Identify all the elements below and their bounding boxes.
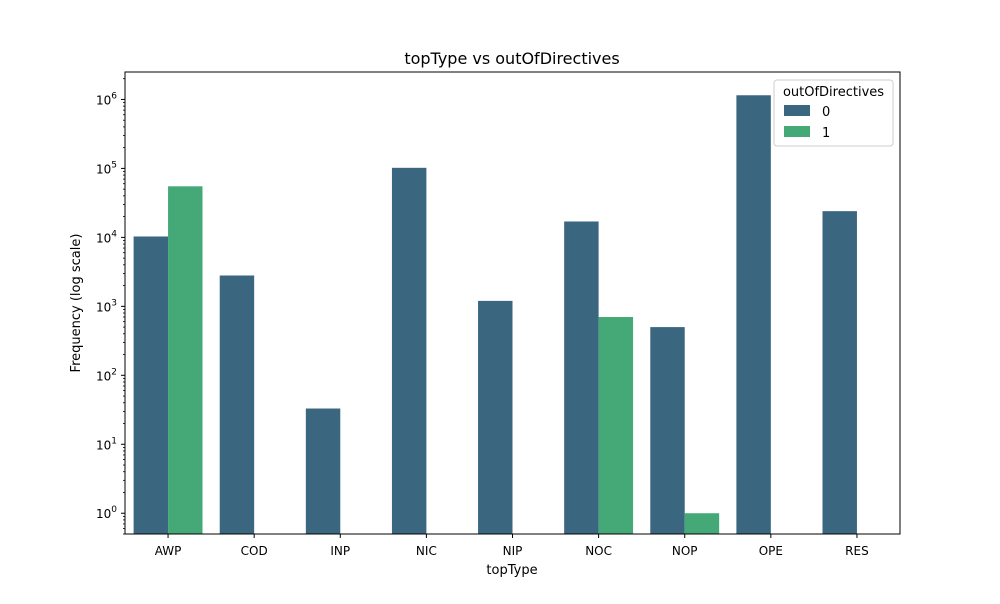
legend-swatch-1 [784, 126, 810, 137]
y-tick-label: 102 [96, 367, 117, 383]
bar-res-series-0 [822, 211, 857, 534]
y-tick-label: 101 [96, 436, 117, 452]
axes: AWP COD INP NIC NIP NOC NOP OPE RES 100 101 102 103 1… [96, 71, 901, 558]
legend: outOfDirectives 0 1 [773, 79, 894, 147]
legend-title: outOfDirectives [783, 85, 884, 100]
y-tick-label: 105 [96, 160, 117, 176]
bar-noc-series-1 [598, 317, 634, 534]
x-tick-label: RES [845, 544, 869, 558]
y-tick-label: 106 [96, 91, 117, 107]
x-tick-label: NOP [672, 544, 698, 558]
bar-nic-series-0 [391, 167, 427, 535]
y-tick-label: 104 [96, 229, 117, 245]
y-tick-label: 100 [96, 505, 117, 521]
legend-label-0: 0 [822, 105, 830, 120]
x-tick-label: NIC [416, 544, 437, 558]
x-tick-label: COD [241, 544, 268, 558]
x-tick-label: NIP [503, 544, 523, 558]
x-tick-label: AWP [155, 544, 182, 558]
x-tick-label: OPE [759, 544, 783, 558]
bar-awp-series-1 [168, 186, 203, 534]
bar-cod-series-0 [219, 275, 255, 534]
bar-nop-series-1 [684, 513, 720, 534]
bar-inp-series-0 [305, 408, 341, 534]
legend-label-1: 1 [822, 126, 830, 141]
legend-swatch-0 [784, 105, 810, 116]
y-axis-label: Frequency (log scale) [69, 234, 84, 373]
plot-area [133, 95, 857, 535]
y-tick-label: 103 [96, 298, 117, 314]
x-tick-label: INP [330, 544, 350, 558]
chart-title: topType vs outOfDirectives [404, 49, 619, 68]
x-tick-label: NOC [585, 544, 612, 558]
bar-ope-series-0 [736, 95, 771, 535]
x-axis-label: topType [486, 563, 537, 578]
bar-awp-series-0 [133, 236, 169, 534]
bar-noc-series-0 [564, 221, 599, 534]
bar-nop-series-0 [650, 327, 685, 534]
bar-nip-series-0 [478, 300, 513, 534]
